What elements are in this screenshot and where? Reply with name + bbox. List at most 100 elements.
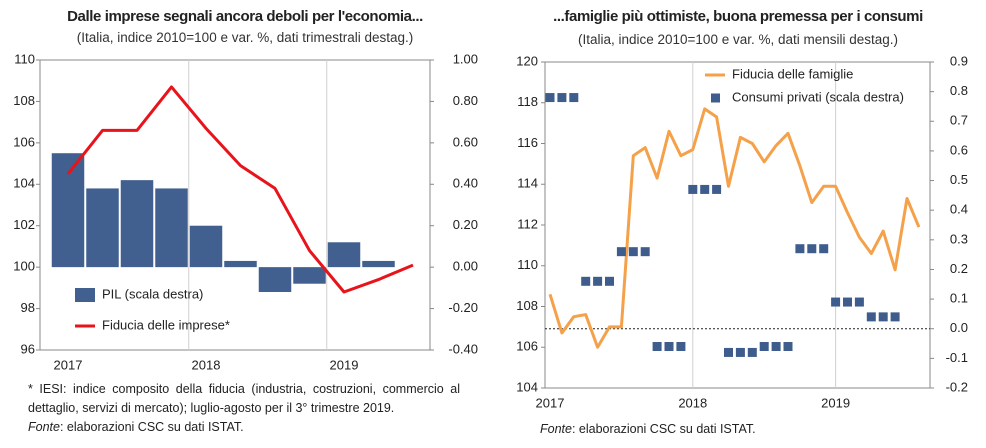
y-tick-label: 112 xyxy=(517,216,538,231)
legend-label: Consumi privati (scala destra) xyxy=(732,89,904,104)
y2-tick-label: 0.2 xyxy=(950,261,968,276)
y2-tick-label: 0.0 xyxy=(950,320,968,335)
chart-title: ...famiglie più ottimiste, buona premess… xyxy=(553,8,923,25)
x-tick-label: 2017 xyxy=(54,357,83,372)
point xyxy=(724,347,733,357)
y2-tick-label: 0.3 xyxy=(950,231,968,246)
bar xyxy=(258,267,292,292)
x-tick-label: 2018 xyxy=(678,395,707,410)
line xyxy=(548,107,921,349)
bar xyxy=(189,225,223,268)
point xyxy=(569,93,579,103)
bar xyxy=(362,260,395,268)
chart-subtitle: (Italia, indice 2010=100 e var. %, dati … xyxy=(76,30,414,45)
y-tick-label: 108 xyxy=(516,298,538,313)
legend-label: Fiducia delle imprese* xyxy=(102,317,230,332)
plot-frame xyxy=(39,59,431,351)
bar xyxy=(293,267,326,284)
point xyxy=(581,276,591,286)
y2-tick-label: 0.9 xyxy=(950,53,968,68)
x-tick-label: 2019 xyxy=(330,357,359,372)
y2-tick-label: -0.40 xyxy=(448,341,478,356)
point xyxy=(735,347,745,357)
point xyxy=(640,247,650,257)
point xyxy=(700,184,710,194)
y-tick-label: 100 xyxy=(13,259,35,274)
y2-tick-label: 0.1 xyxy=(950,291,968,306)
bar xyxy=(224,260,257,268)
line xyxy=(66,85,414,294)
y-tick-label: 116 xyxy=(517,135,538,150)
y2-tick-label: 0.5 xyxy=(950,172,968,187)
y-tick-label: 98 xyxy=(21,300,35,315)
bar xyxy=(86,188,119,268)
point xyxy=(771,342,781,352)
bar xyxy=(327,242,361,268)
chart-title: Dalle imprese segnali ancora deboli per … xyxy=(67,8,423,25)
point xyxy=(593,276,603,286)
source: Fonte: elaborazioni CSC su dati ISTAT. xyxy=(28,420,244,434)
legend-swatch xyxy=(75,288,95,302)
point xyxy=(747,347,757,357)
point xyxy=(866,312,876,322)
point xyxy=(807,244,817,254)
y-tick-label: 106 xyxy=(13,134,35,149)
point xyxy=(652,342,662,352)
y-tick-label: 114 xyxy=(517,176,538,191)
y-tick-label: 110 xyxy=(14,51,35,66)
y2-tick-label: 0.00 xyxy=(453,259,478,274)
y2-tick-label: 0.80 xyxy=(453,93,478,108)
y-tick-label: 118 xyxy=(517,94,538,109)
y2-tick-label: -0.20 xyxy=(448,300,478,315)
y2-tick-label: 0.8 xyxy=(950,83,968,98)
y2-tick-label: 0.7 xyxy=(950,113,968,128)
y-tick-label: 106 xyxy=(516,339,538,354)
point xyxy=(795,244,805,254)
y-tick-label: 96 xyxy=(21,341,35,356)
legend-label: Fiducia delle famiglie xyxy=(732,66,853,81)
chart-subtitle: (Italia, indice 2010=100 e var. %, dati … xyxy=(577,32,899,47)
y-tick-label: 104 xyxy=(13,176,35,191)
source-text: : elaborazioni CSC su dati ISTAT. xyxy=(571,422,756,436)
point xyxy=(676,342,686,352)
y-tick-label: 102 xyxy=(13,217,35,232)
point xyxy=(890,312,900,322)
point xyxy=(854,297,864,307)
y2-tick-label: 1.00 xyxy=(453,51,478,66)
y-tick-label: 108 xyxy=(13,93,35,108)
source-label: Fonte xyxy=(28,420,60,434)
point xyxy=(628,247,638,257)
bar xyxy=(51,153,85,268)
point xyxy=(831,297,841,307)
y2-tick-label: -0.2 xyxy=(946,379,968,394)
source: Fonte: elaborazioni CSC su dati ISTAT. xyxy=(540,422,756,436)
point xyxy=(712,184,722,194)
x-tick-label: 2017 xyxy=(536,395,565,410)
y2-tick-label: 0.20 xyxy=(453,217,478,232)
y2-tick-label: 0.60 xyxy=(453,134,478,149)
point xyxy=(843,297,852,307)
y2-tick-label: 0.6 xyxy=(950,142,968,157)
bar xyxy=(155,188,188,268)
point xyxy=(688,184,698,194)
y2-tick-label: -0.1 xyxy=(946,350,968,365)
y2-tick-label: 0.40 xyxy=(453,176,478,191)
point xyxy=(664,342,674,352)
bar xyxy=(120,180,154,268)
point xyxy=(557,93,567,103)
point xyxy=(819,244,829,254)
y-tick-label: 120 xyxy=(516,53,538,68)
y-tick-label: 110 xyxy=(517,257,538,272)
point xyxy=(783,342,793,352)
legend-swatch xyxy=(711,93,720,103)
x-tick-label: 2019 xyxy=(821,395,850,410)
point xyxy=(878,312,888,322)
point xyxy=(605,276,614,286)
y2-tick-label: 0.4 xyxy=(950,202,968,217)
footnote: * IESI: indice composito della fiducia (… xyxy=(28,382,460,415)
point xyxy=(545,93,555,103)
source-text: : elaborazioni CSC su dati ISTAT. xyxy=(59,420,244,434)
x-tick-label: 2018 xyxy=(192,357,221,372)
